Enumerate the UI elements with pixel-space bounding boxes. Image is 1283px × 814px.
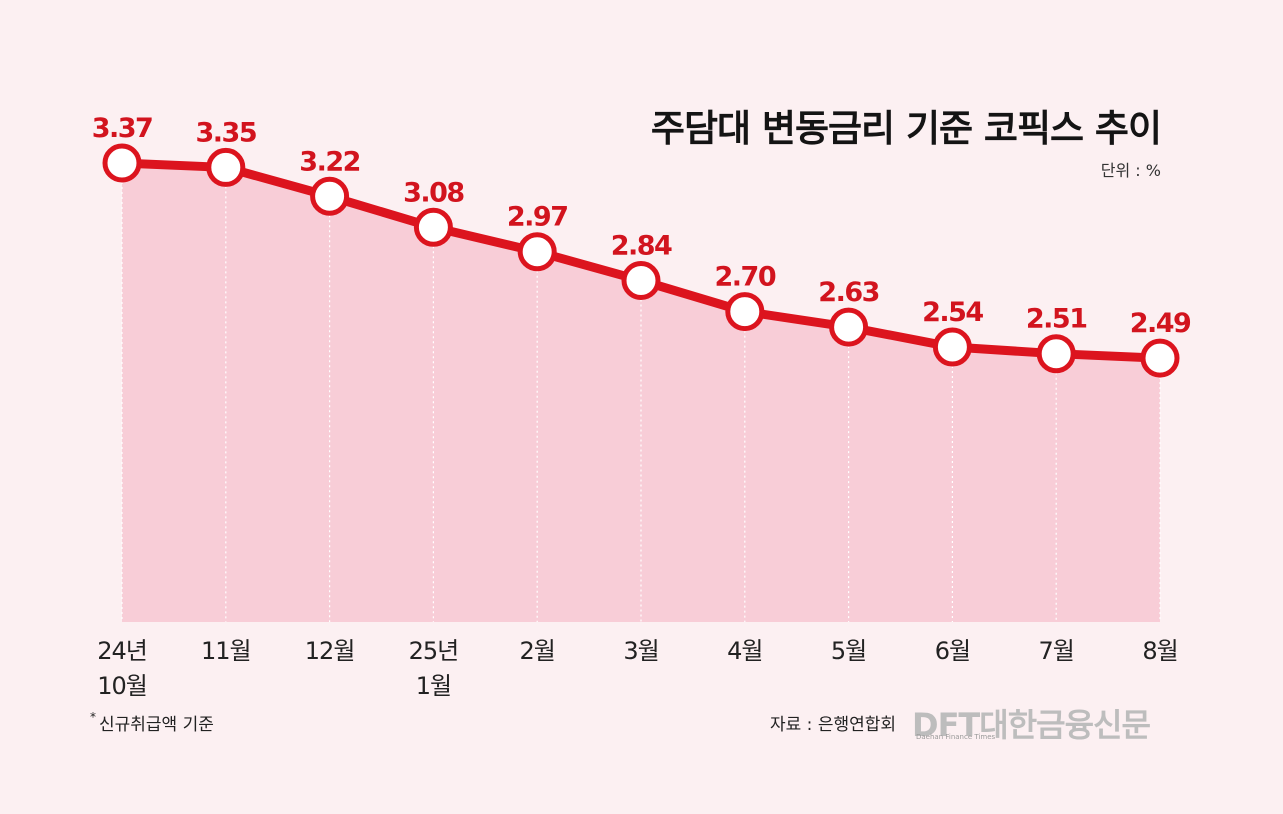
data-point	[1140, 338, 1180, 378]
area-fill	[122, 163, 1160, 622]
data-point	[621, 261, 661, 301]
data-point	[310, 176, 350, 216]
source-label: 자료 : 은행연합회	[770, 715, 897, 735]
data-label: 3.35	[195, 117, 256, 148]
data-label: 2.54	[922, 297, 983, 328]
data-point	[725, 292, 765, 332]
footnote-star: *	[90, 710, 96, 724]
data-point	[932, 327, 972, 367]
data-point	[102, 143, 142, 183]
x-tick-label: 25년	[409, 637, 459, 665]
data-point	[206, 147, 246, 187]
chart-title: 주담대 변동금리 기준 코픽스 추이	[650, 107, 1162, 150]
unit-label: 단위 : %	[1100, 161, 1161, 180]
data-label: 3.37	[92, 113, 153, 144]
data-label: 2.84	[611, 231, 672, 262]
x-tick-label: 11월	[201, 637, 251, 665]
x-tick-label: 12월	[305, 637, 355, 665]
data-label: 2.63	[818, 277, 879, 308]
data-point	[413, 207, 453, 247]
x-tick-label: 4월	[727, 637, 762, 665]
x-tick-label: 10월	[97, 672, 147, 700]
publisher-logo: DFT대한금융신문 Daehan Finance Times	[912, 700, 1202, 750]
footnote: * 신규취급액 기준	[90, 710, 214, 735]
data-label: 2.49	[1130, 308, 1191, 339]
logo-sub-text: Daehan Finance Times	[916, 733, 996, 741]
x-tick-label: 5월	[831, 637, 866, 665]
x-tick-label: 24년	[97, 637, 147, 665]
x-tick-label: 8월	[1142, 637, 1177, 665]
x-tick-label: 2월	[520, 637, 555, 665]
data-label: 2.51	[1026, 304, 1087, 335]
data-point	[829, 307, 869, 347]
data-point	[517, 232, 557, 272]
x-tick-label: 6월	[935, 637, 970, 665]
x-tick-label: 1월	[416, 672, 451, 700]
x-tick-label: 3월	[623, 637, 658, 665]
data-label: 3.08	[403, 177, 464, 208]
footnote-text: 신규취급액 기준	[99, 715, 214, 735]
logo-main-text: DFT대한금융신문	[912, 706, 1151, 744]
data-label: 2.70	[714, 262, 775, 293]
data-label: 2.97	[507, 202, 568, 233]
data-point	[1036, 334, 1076, 374]
x-tick-label: 7월	[1039, 637, 1074, 665]
data-label: 3.22	[299, 146, 360, 177]
